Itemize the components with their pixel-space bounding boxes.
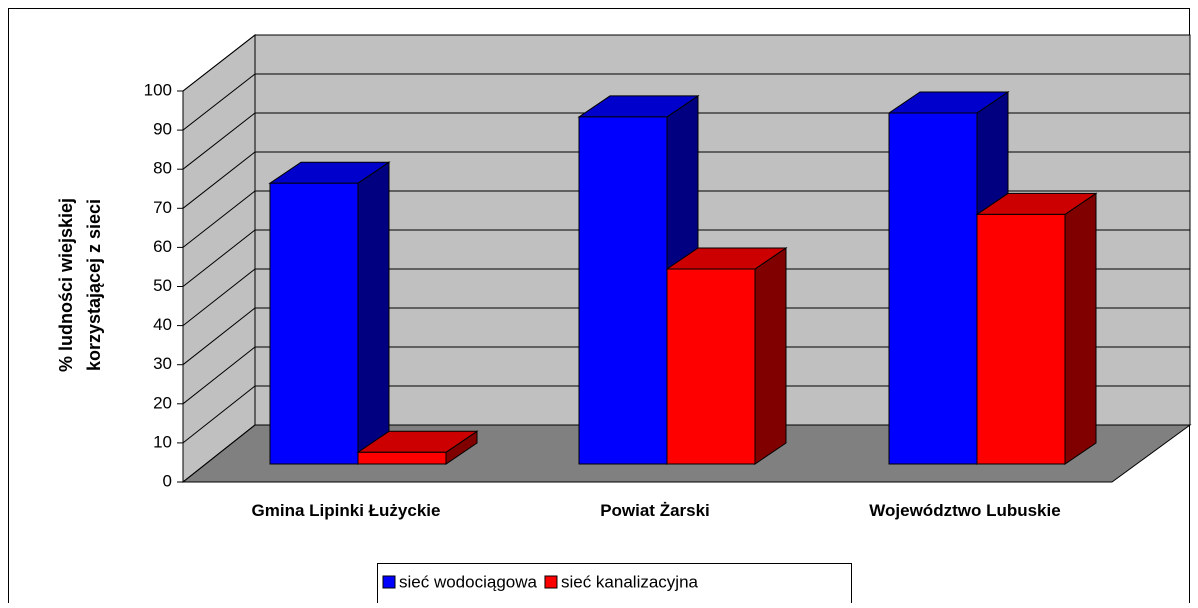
y-tick-label: 60 [153, 237, 172, 256]
y-tick-label: 100 [144, 80, 172, 99]
y-tick-label: 50 [153, 276, 172, 295]
y-tick-label: 20 [153, 393, 172, 412]
legend-label: sieć kanalizacyjna [561, 572, 699, 591]
y-tick-label: 90 [153, 120, 172, 139]
bar-front [666, 268, 756, 465]
x-tick-label: Powiat Żarski [600, 501, 710, 520]
bar-side [754, 247, 787, 465]
y-tick-label: 40 [153, 315, 172, 334]
grid-line [182, 34, 1190, 92]
bar [665, 247, 788, 465]
legend-label: sieć wodociągowa [399, 572, 538, 591]
x-tick-label: Województwo Lubuskie [869, 501, 1060, 520]
bar-front [357, 451, 447, 465]
legend-swatch [544, 575, 558, 589]
bar [356, 430, 479, 465]
bar [975, 192, 1098, 465]
legend [377, 563, 852, 604]
bar-side [1064, 192, 1097, 465]
bar-front [888, 112, 978, 465]
grid-line [182, 424, 1190, 483]
y-tick-label: 80 [153, 159, 172, 178]
grid-line [182, 346, 1190, 405]
grid-line [182, 190, 1190, 248]
y-tick-label: 70 [153, 198, 172, 217]
grid-line [182, 307, 1190, 366]
y-tick-label: 0 [163, 471, 172, 490]
grid-line [182, 151, 1190, 209]
grid-line [182, 229, 1190, 287]
bar-front [976, 213, 1066, 465]
grid-line [182, 112, 1190, 170]
y-axis-title: korzystającej z sieci [84, 199, 104, 371]
y-tick-label: 30 [153, 354, 172, 373]
y-tick-label: 10 [153, 432, 172, 451]
bar-front [578, 116, 668, 465]
x-tick-label: Gmina Lipinki Łużyckie [252, 501, 441, 520]
legend-swatch [382, 575, 396, 589]
grid-line [182, 385, 1190, 444]
y-axis-title: % ludności wiejskiej [56, 198, 76, 372]
bar-front [269, 182, 359, 465]
bar [268, 161, 391, 465]
grid-line [182, 73, 1190, 131]
grid-line [182, 268, 1190, 326]
bar-side [357, 161, 390, 465]
